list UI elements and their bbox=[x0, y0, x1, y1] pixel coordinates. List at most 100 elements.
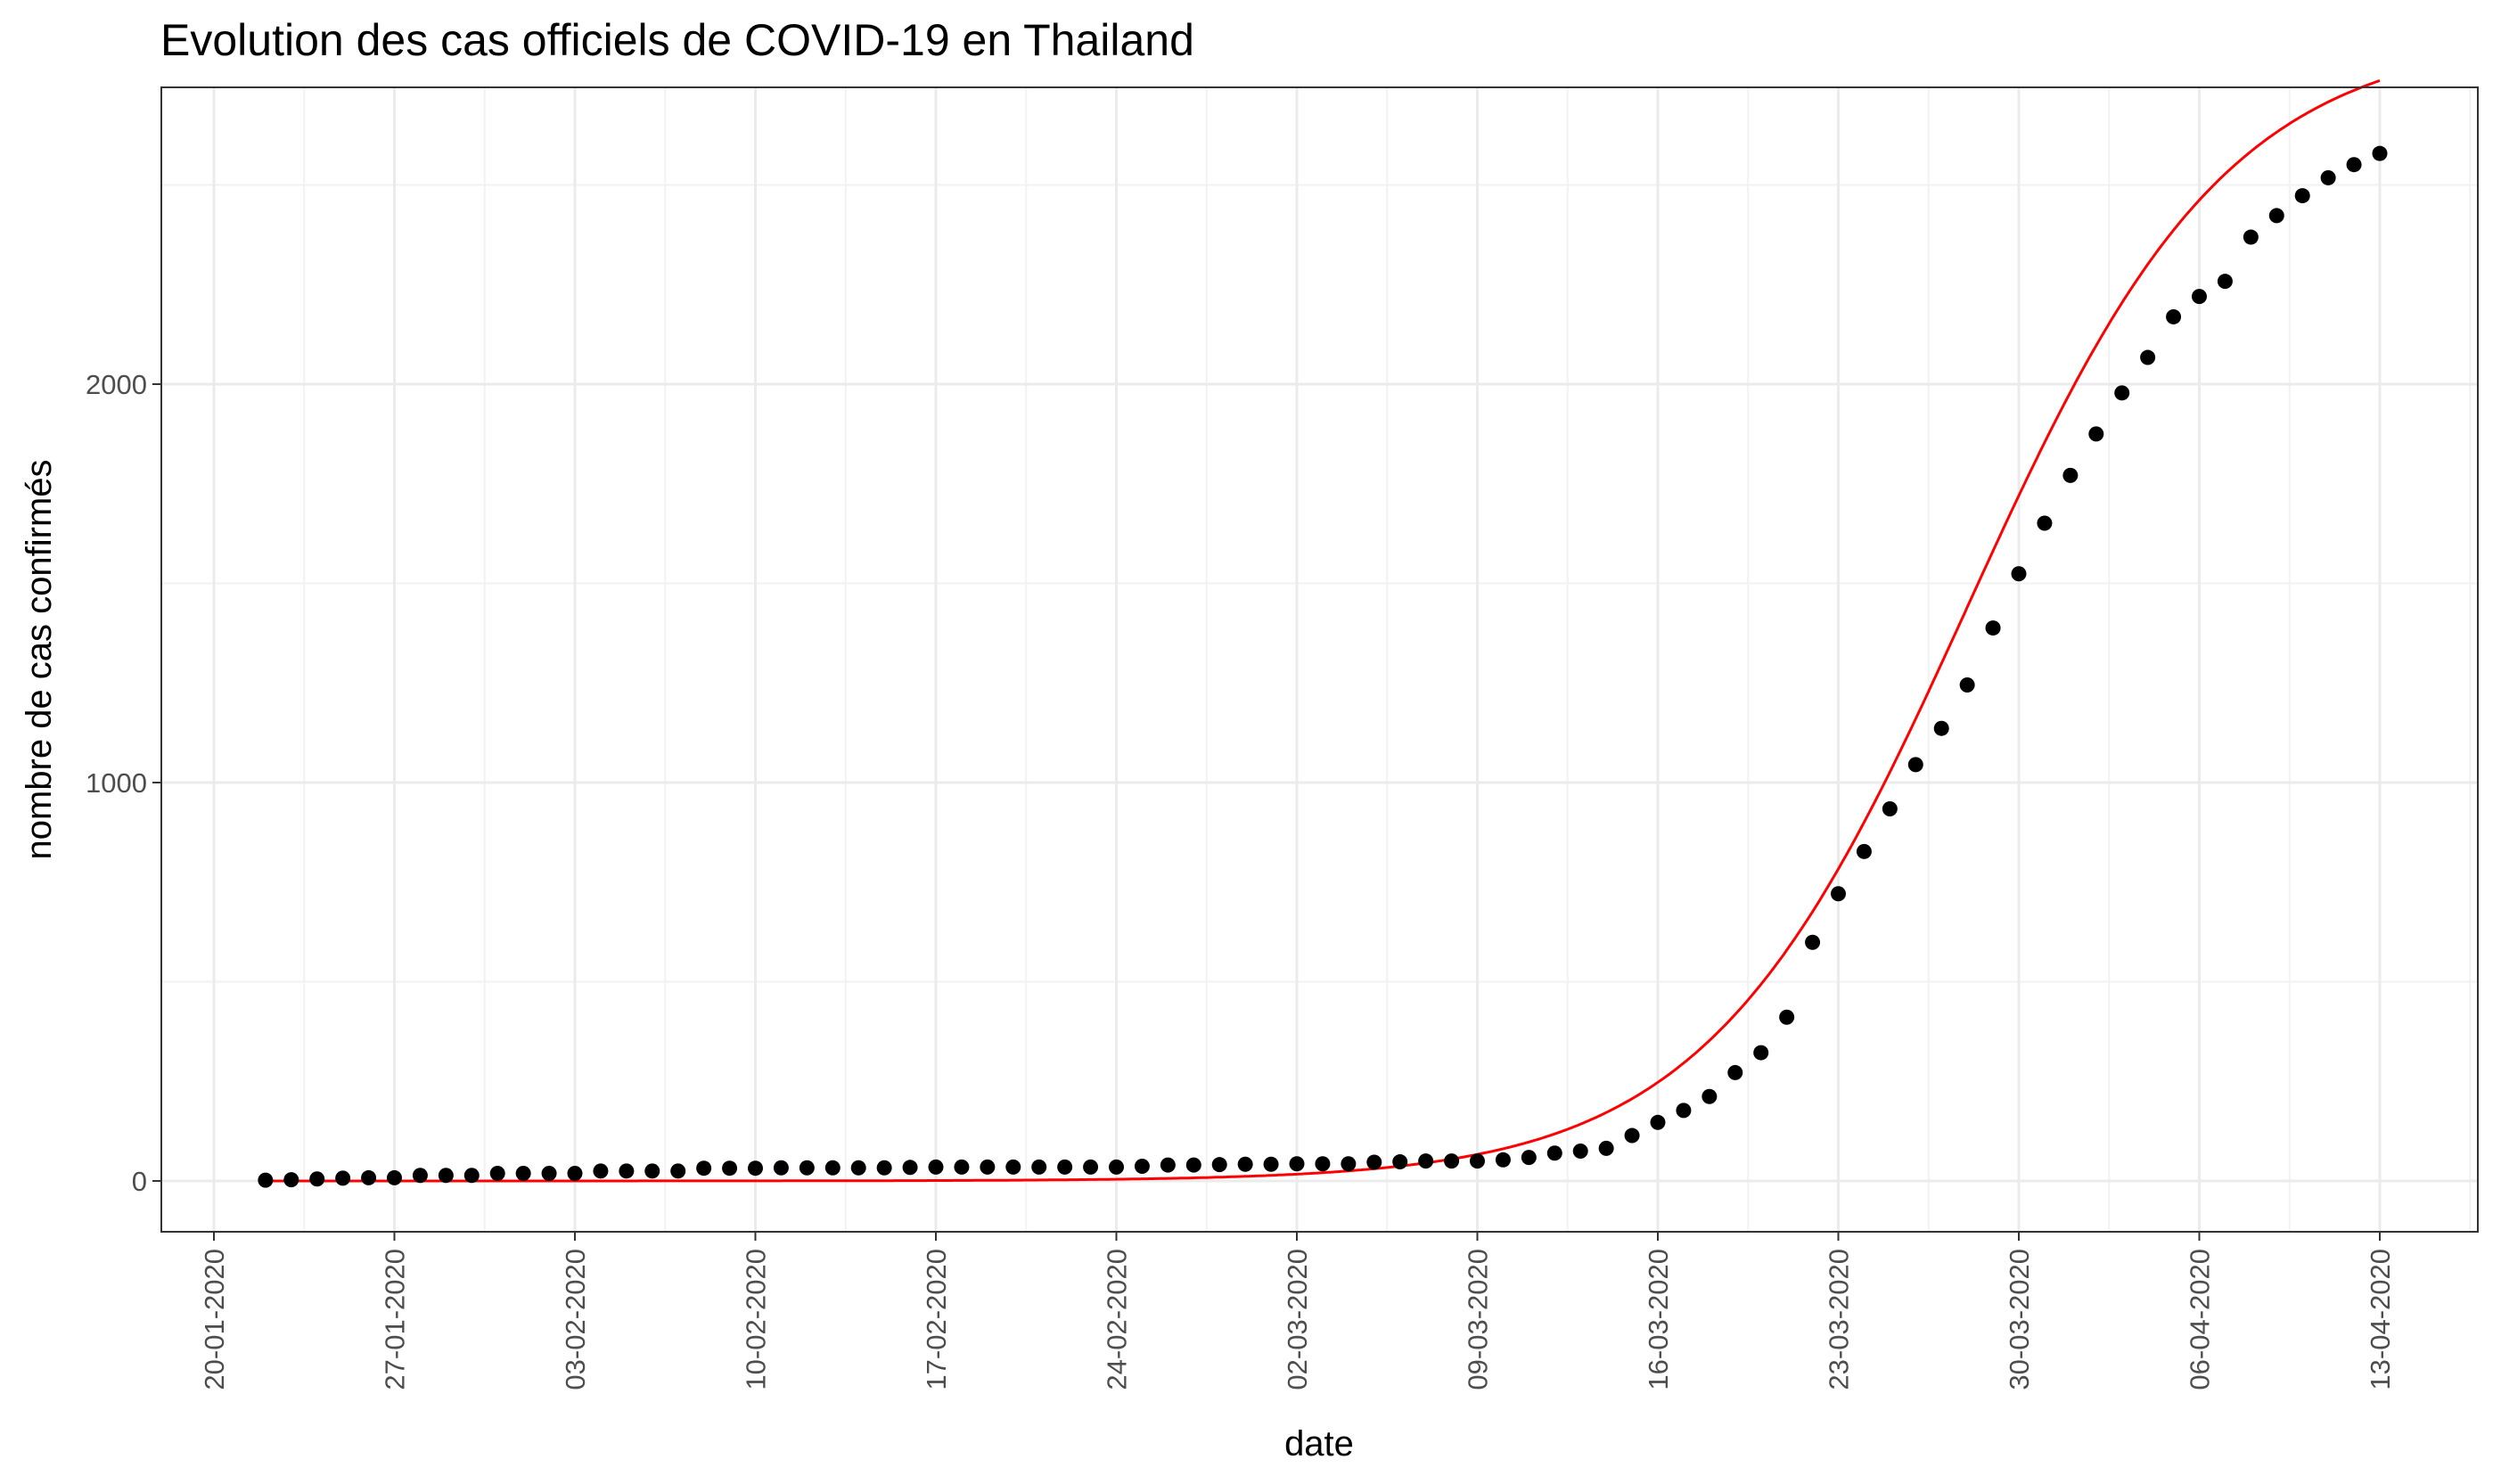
y-axis: 0 1000 2000 bbox=[86, 369, 161, 1197]
data-point bbox=[876, 1160, 892, 1176]
data-point bbox=[1470, 1153, 1485, 1169]
x-tick-label: 10-02-2020 bbox=[741, 1249, 772, 1390]
data-point bbox=[283, 1172, 299, 1188]
x-tick-label: 27-01-2020 bbox=[380, 1249, 411, 1390]
data-point bbox=[2114, 385, 2130, 401]
data-point bbox=[1702, 1088, 1718, 1104]
data-point bbox=[593, 1163, 609, 1179]
x-tick-label: 03-02-2020 bbox=[560, 1249, 591, 1390]
data-point bbox=[902, 1160, 918, 1176]
data-point bbox=[928, 1159, 944, 1175]
data-point bbox=[1933, 720, 1949, 736]
data-point bbox=[1546, 1145, 1562, 1161]
grid-minor bbox=[161, 87, 2478, 1232]
x-tick-label: 06-04-2020 bbox=[2185, 1249, 2216, 1390]
data-point bbox=[1676, 1103, 1692, 1119]
data-point bbox=[515, 1166, 531, 1182]
data-point bbox=[335, 1170, 351, 1186]
data-point bbox=[2372, 145, 2388, 161]
data-point bbox=[463, 1168, 480, 1184]
data-point bbox=[1134, 1158, 1150, 1174]
y-tick-label: 0 bbox=[132, 1166, 147, 1197]
data-point bbox=[1624, 1127, 1640, 1144]
data-point bbox=[1083, 1159, 1099, 1175]
data-point bbox=[1753, 1045, 1769, 1061]
data-point bbox=[1521, 1150, 1537, 1166]
x-tick-label: 30-03-2020 bbox=[2004, 1249, 2035, 1390]
fit-curve-line bbox=[265, 78, 2381, 1183]
x-axis: 20-01-2020 27-01-2020 03-02-2020 10-02-2020… bbox=[199, 1232, 2396, 1390]
data-point bbox=[309, 1171, 325, 1187]
data-point bbox=[980, 1159, 996, 1175]
data-point bbox=[1418, 1153, 1434, 1169]
data-point bbox=[696, 1160, 712, 1177]
data-point bbox=[1160, 1157, 1176, 1173]
data-point bbox=[2088, 426, 2104, 442]
x-tick-label: 16-03-2020 bbox=[1643, 1249, 1674, 1390]
x-tick-label: 20-01-2020 bbox=[199, 1249, 230, 1390]
data-point bbox=[2011, 566, 2027, 582]
data-point bbox=[1959, 676, 1975, 693]
data-point bbox=[1031, 1159, 1047, 1175]
data-point bbox=[799, 1160, 815, 1176]
x-tick-label: 23-03-2020 bbox=[1824, 1249, 1855, 1390]
data-point bbox=[1831, 886, 1846, 902]
chart-title: Evolution des cas officiels de COVID-19 … bbox=[160, 15, 1194, 65]
data-point bbox=[2192, 289, 2207, 305]
data-point bbox=[1005, 1159, 1021, 1175]
data-point bbox=[1392, 1154, 1408, 1170]
data-point bbox=[1366, 1154, 1382, 1170]
data-point bbox=[954, 1159, 970, 1175]
data-point bbox=[387, 1169, 402, 1185]
data-point bbox=[1805, 934, 1821, 950]
data-point bbox=[1109, 1159, 1124, 1175]
data-point bbox=[1185, 1157, 1201, 1173]
x-axis-title: date bbox=[1284, 1424, 1354, 1464]
x-tick-label: 02-03-2020 bbox=[1282, 1249, 1313, 1390]
data-point bbox=[1495, 1152, 1511, 1168]
data-point bbox=[489, 1166, 505, 1182]
data-point bbox=[1289, 1156, 1305, 1172]
data-point bbox=[2062, 467, 2079, 483]
y-tick-label: 1000 bbox=[86, 767, 147, 799]
data-point bbox=[2166, 308, 2182, 324]
grid-major bbox=[161, 87, 2478, 1232]
x-tick-label: 09-03-2020 bbox=[1463, 1249, 1494, 1390]
data-point bbox=[438, 1168, 454, 1184]
data-point bbox=[1856, 843, 1872, 859]
data-point bbox=[412, 1168, 428, 1184]
data-point bbox=[361, 1169, 377, 1185]
data-point bbox=[1907, 757, 1923, 773]
data-point bbox=[748, 1160, 763, 1177]
data-point bbox=[1341, 1156, 1357, 1172]
data-point bbox=[1315, 1156, 1331, 1172]
data-point bbox=[1237, 1156, 1253, 1172]
data-point bbox=[773, 1160, 789, 1176]
data-point bbox=[1444, 1153, 1460, 1169]
data-point bbox=[1727, 1064, 1743, 1080]
data-point bbox=[541, 1166, 557, 1182]
data-point bbox=[2243, 229, 2259, 245]
data-point bbox=[850, 1160, 866, 1176]
data-point bbox=[670, 1163, 686, 1179]
x-tick-label: 13-04-2020 bbox=[2365, 1249, 2396, 1390]
data-point bbox=[1572, 1143, 1588, 1159]
data-point bbox=[619, 1163, 635, 1179]
data-point bbox=[1211, 1157, 1227, 1173]
data-point bbox=[1985, 620, 2001, 636]
data-point bbox=[722, 1160, 738, 1177]
data-point bbox=[2294, 188, 2310, 204]
data-point bbox=[1779, 1009, 1795, 1025]
data-point bbox=[644, 1163, 660, 1179]
data-point bbox=[567, 1166, 583, 1182]
fit-curve-layer bbox=[265, 78, 2381, 1183]
y-axis-title: nombre de cas confirmés bbox=[20, 459, 59, 859]
data-point bbox=[2268, 208, 2284, 224]
data-point bbox=[2320, 169, 2336, 185]
data-point bbox=[1057, 1159, 1073, 1175]
data-point bbox=[258, 1172, 274, 1188]
data-point bbox=[2217, 274, 2233, 290]
plot-panel-border bbox=[160, 86, 2479, 1233]
data-points-layer bbox=[258, 145, 2388, 1188]
